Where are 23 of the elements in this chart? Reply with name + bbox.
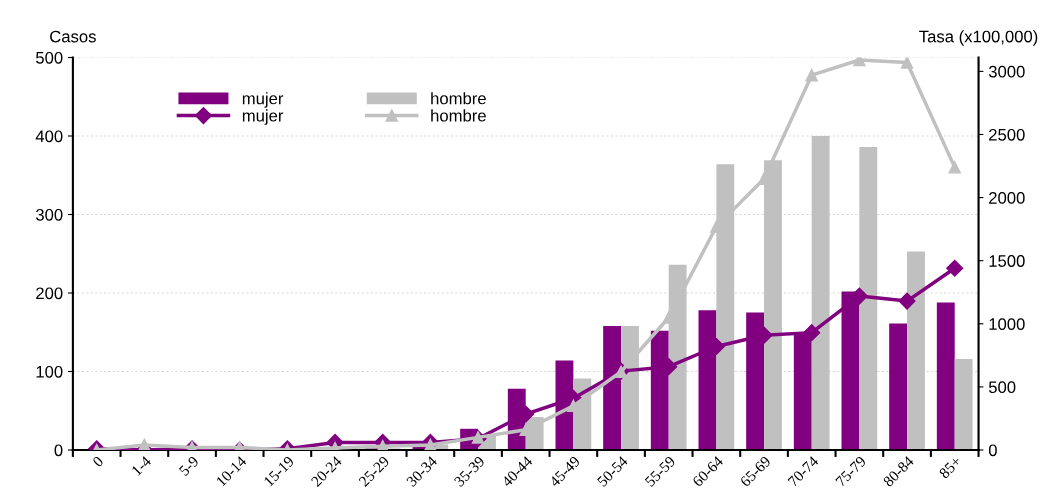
- y2-tick-label: 3000: [988, 65, 1025, 78]
- y2-tick-label: 2500: [989, 128, 1025, 141]
- y2-axis-title: Tasa (x100,000): [919, 30, 1038, 46]
- legend-label: mujer: [242, 92, 284, 108]
- y-tick-label: 500: [36, 51, 63, 64]
- y2-tick-label: 0: [988, 444, 997, 457]
- y2-tick-label: 500: [988, 381, 1016, 394]
- y-tick-label: 300: [35, 208, 63, 221]
- x-tick-label: 1-4: [131, 455, 152, 476]
- y-tick-label: 400: [35, 130, 63, 143]
- x-tick-label: 85+: [938, 455, 962, 479]
- legend-label: hombre: [431, 92, 486, 105]
- y2-tick-label: 2000: [989, 191, 1025, 204]
- y-axis-title: Casos: [50, 30, 96, 43]
- y-tick-label: 0: [54, 444, 63, 457]
- legend-label: mujer: [242, 109, 284, 125]
- y-tick-label: 100: [36, 365, 63, 378]
- y2-tick-label: 1500: [989, 255, 1025, 267]
- x-tick-label: 0: [92, 455, 104, 468]
- y2-tick-label: 1000: [989, 318, 1025, 330]
- x-tick-label: 5-9: [178, 455, 200, 477]
- y-tick-label: 200: [36, 287, 63, 300]
- legend-label: hombre: [431, 109, 486, 122]
